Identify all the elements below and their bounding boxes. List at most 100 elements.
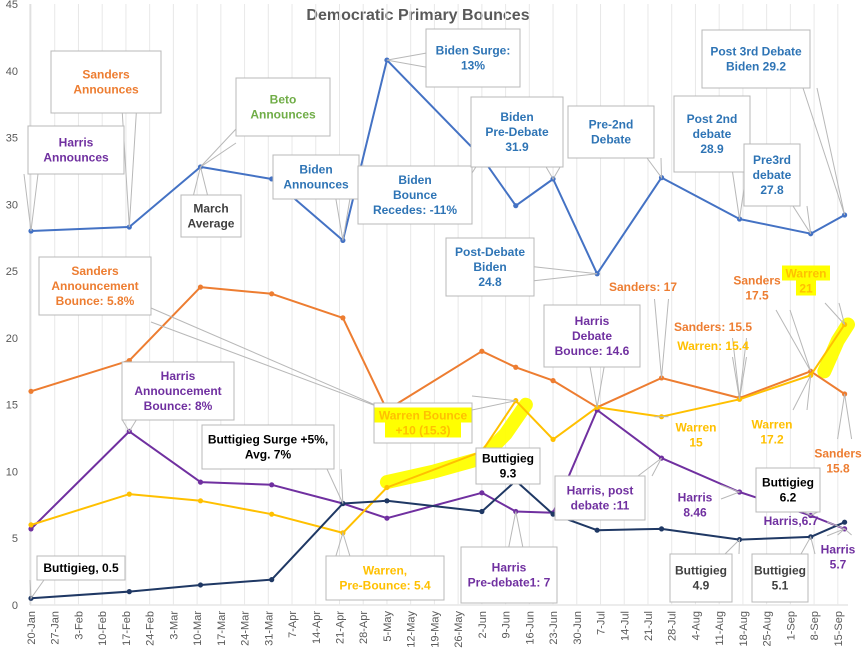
annotation-box bbox=[201, 424, 335, 470]
annotation-box bbox=[425, 28, 521, 88]
annotation-leader bbox=[23, 173, 39, 232]
annotation-leader bbox=[335, 531, 351, 557]
highlight-stroke bbox=[817, 317, 855, 379]
annotation-leader bbox=[646, 157, 663, 180]
data-point bbox=[384, 498, 390, 504]
x-tick-label: 30-Jun bbox=[572, 611, 584, 645]
annotation-leader bbox=[637, 457, 662, 477]
annotation-text: Announcement bbox=[51, 279, 138, 293]
annotation-box bbox=[543, 304, 641, 368]
x-tick-label: 24-Mar bbox=[240, 611, 252, 646]
x-tick-label: 18-Aug bbox=[738, 611, 750, 646]
chart-title: Democratic Primary Bounces bbox=[306, 7, 529, 24]
x-tick-label: 1-Sep bbox=[785, 611, 797, 640]
annotation-text: Debate bbox=[591, 133, 631, 147]
data-point bbox=[479, 508, 485, 515]
annotation-text: 31.9 bbox=[505, 140, 529, 154]
annotation-text: Warren, bbox=[363, 564, 407, 578]
annotation-leader bbox=[193, 166, 208, 196]
annotation-text: Harris bbox=[821, 543, 856, 557]
annotation-text: Pre-2nd bbox=[589, 118, 634, 132]
annotation-text: Buttigieg bbox=[482, 452, 534, 466]
x-axis-ticks: 20-Jan 27-Jan 3-Feb 10-Feb 17-Feb 24-Feb 3-Mar… bbox=[26, 611, 845, 648]
x-tick-label: 21-Jul bbox=[643, 611, 655, 641]
annotation-text: 8.46 bbox=[683, 506, 707, 520]
annotation-text: Biden bbox=[299, 163, 332, 177]
annotation-text: 24.8 bbox=[478, 275, 502, 289]
annotation-text: Warren bbox=[752, 418, 793, 432]
annotation-text: Post 3rd Debate bbox=[710, 45, 802, 59]
data-point bbox=[340, 315, 346, 321]
annotation-leader bbox=[589, 366, 605, 408]
annotation-leader bbox=[471, 395, 516, 411]
annotation-leader bbox=[837, 393, 853, 440]
annotation-box bbox=[470, 96, 564, 168]
annotation-leader bbox=[545, 166, 561, 180]
data-point bbox=[550, 436, 556, 442]
data-point bbox=[479, 490, 485, 496]
data-point bbox=[550, 511, 556, 517]
annotation-leader bbox=[654, 298, 669, 379]
annotation-text: Announces bbox=[283, 178, 349, 192]
data-point bbox=[479, 348, 485, 354]
x-tick-label: 16-Jun bbox=[524, 611, 536, 645]
annotations: HarrisAnnouncesSandersAnnouncesBetoAnnou… bbox=[27, 28, 862, 604]
data-point bbox=[197, 479, 204, 485]
annotation-text: Harris bbox=[678, 491, 713, 505]
annotation-box bbox=[121, 361, 235, 421]
annotation-text: Announcement bbox=[134, 384, 221, 398]
x-tick-label: 10-Mar bbox=[192, 611, 204, 646]
annotation-leader bbox=[824, 302, 846, 325]
annotation-box bbox=[325, 555, 445, 601]
annotation-text: Warren bbox=[786, 267, 827, 281]
text-highlight bbox=[374, 407, 472, 423]
data-point bbox=[197, 284, 204, 290]
annotation-leader bbox=[533, 266, 598, 282]
annotation-text: Pre-Bounce: 5.4 bbox=[339, 579, 431, 593]
annotation-text: Buttigieg bbox=[675, 564, 727, 578]
annotation-box bbox=[235, 77, 331, 137]
annotation-text: Harris bbox=[575, 314, 610, 328]
x-tick-label: 28-Jul bbox=[667, 611, 679, 641]
annotation-box bbox=[36, 555, 126, 581]
y-axis-ticks: 0 5 10 15 20 25 30 35 40 45 bbox=[6, 0, 18, 612]
y-tick-label: 0 bbox=[12, 600, 18, 612]
x-tick-label: 27-Jan bbox=[50, 611, 62, 645]
series-line bbox=[30, 323, 846, 534]
annotation-text: Harris bbox=[492, 561, 527, 575]
annotation-text: Pre3rd bbox=[753, 153, 791, 167]
text-highlight bbox=[782, 265, 830, 281]
annotation-text: 21 bbox=[799, 282, 813, 296]
annotation-box bbox=[669, 553, 733, 603]
x-tick-label: 5-May bbox=[382, 611, 394, 642]
annotation-text: 13% bbox=[461, 59, 485, 73]
data-point bbox=[197, 498, 204, 504]
data-point bbox=[384, 515, 390, 521]
annotation-leader bbox=[802, 87, 846, 216]
annotation-leader bbox=[121, 112, 137, 228]
annotation-leader bbox=[29, 579, 45, 600]
annotation-text: Bounce: 8% bbox=[144, 399, 213, 413]
annotation-callout: Biden Surge:13% bbox=[425, 28, 521, 88]
annotation-box bbox=[272, 154, 360, 200]
x-tick-label: 15-Sep bbox=[833, 611, 845, 646]
annotation-box bbox=[673, 95, 751, 173]
annotation-text: 9.3 bbox=[500, 467, 517, 481]
x-tick-label: 20-Jan bbox=[26, 611, 38, 645]
annotation-text: 27.8 bbox=[760, 183, 784, 197]
annotation-text: Bounce: 14.6 bbox=[555, 344, 630, 358]
x-tick-label: 11-Aug bbox=[714, 611, 726, 646]
annotation-text: Post-Debate bbox=[455, 245, 525, 259]
annotation-callout: Buttigieg Surge +5%,Avg. 7% bbox=[201, 424, 335, 470]
x-tick-label: 25-Aug bbox=[762, 611, 774, 646]
series-line bbox=[30, 479, 845, 600]
data-point bbox=[126, 224, 132, 230]
